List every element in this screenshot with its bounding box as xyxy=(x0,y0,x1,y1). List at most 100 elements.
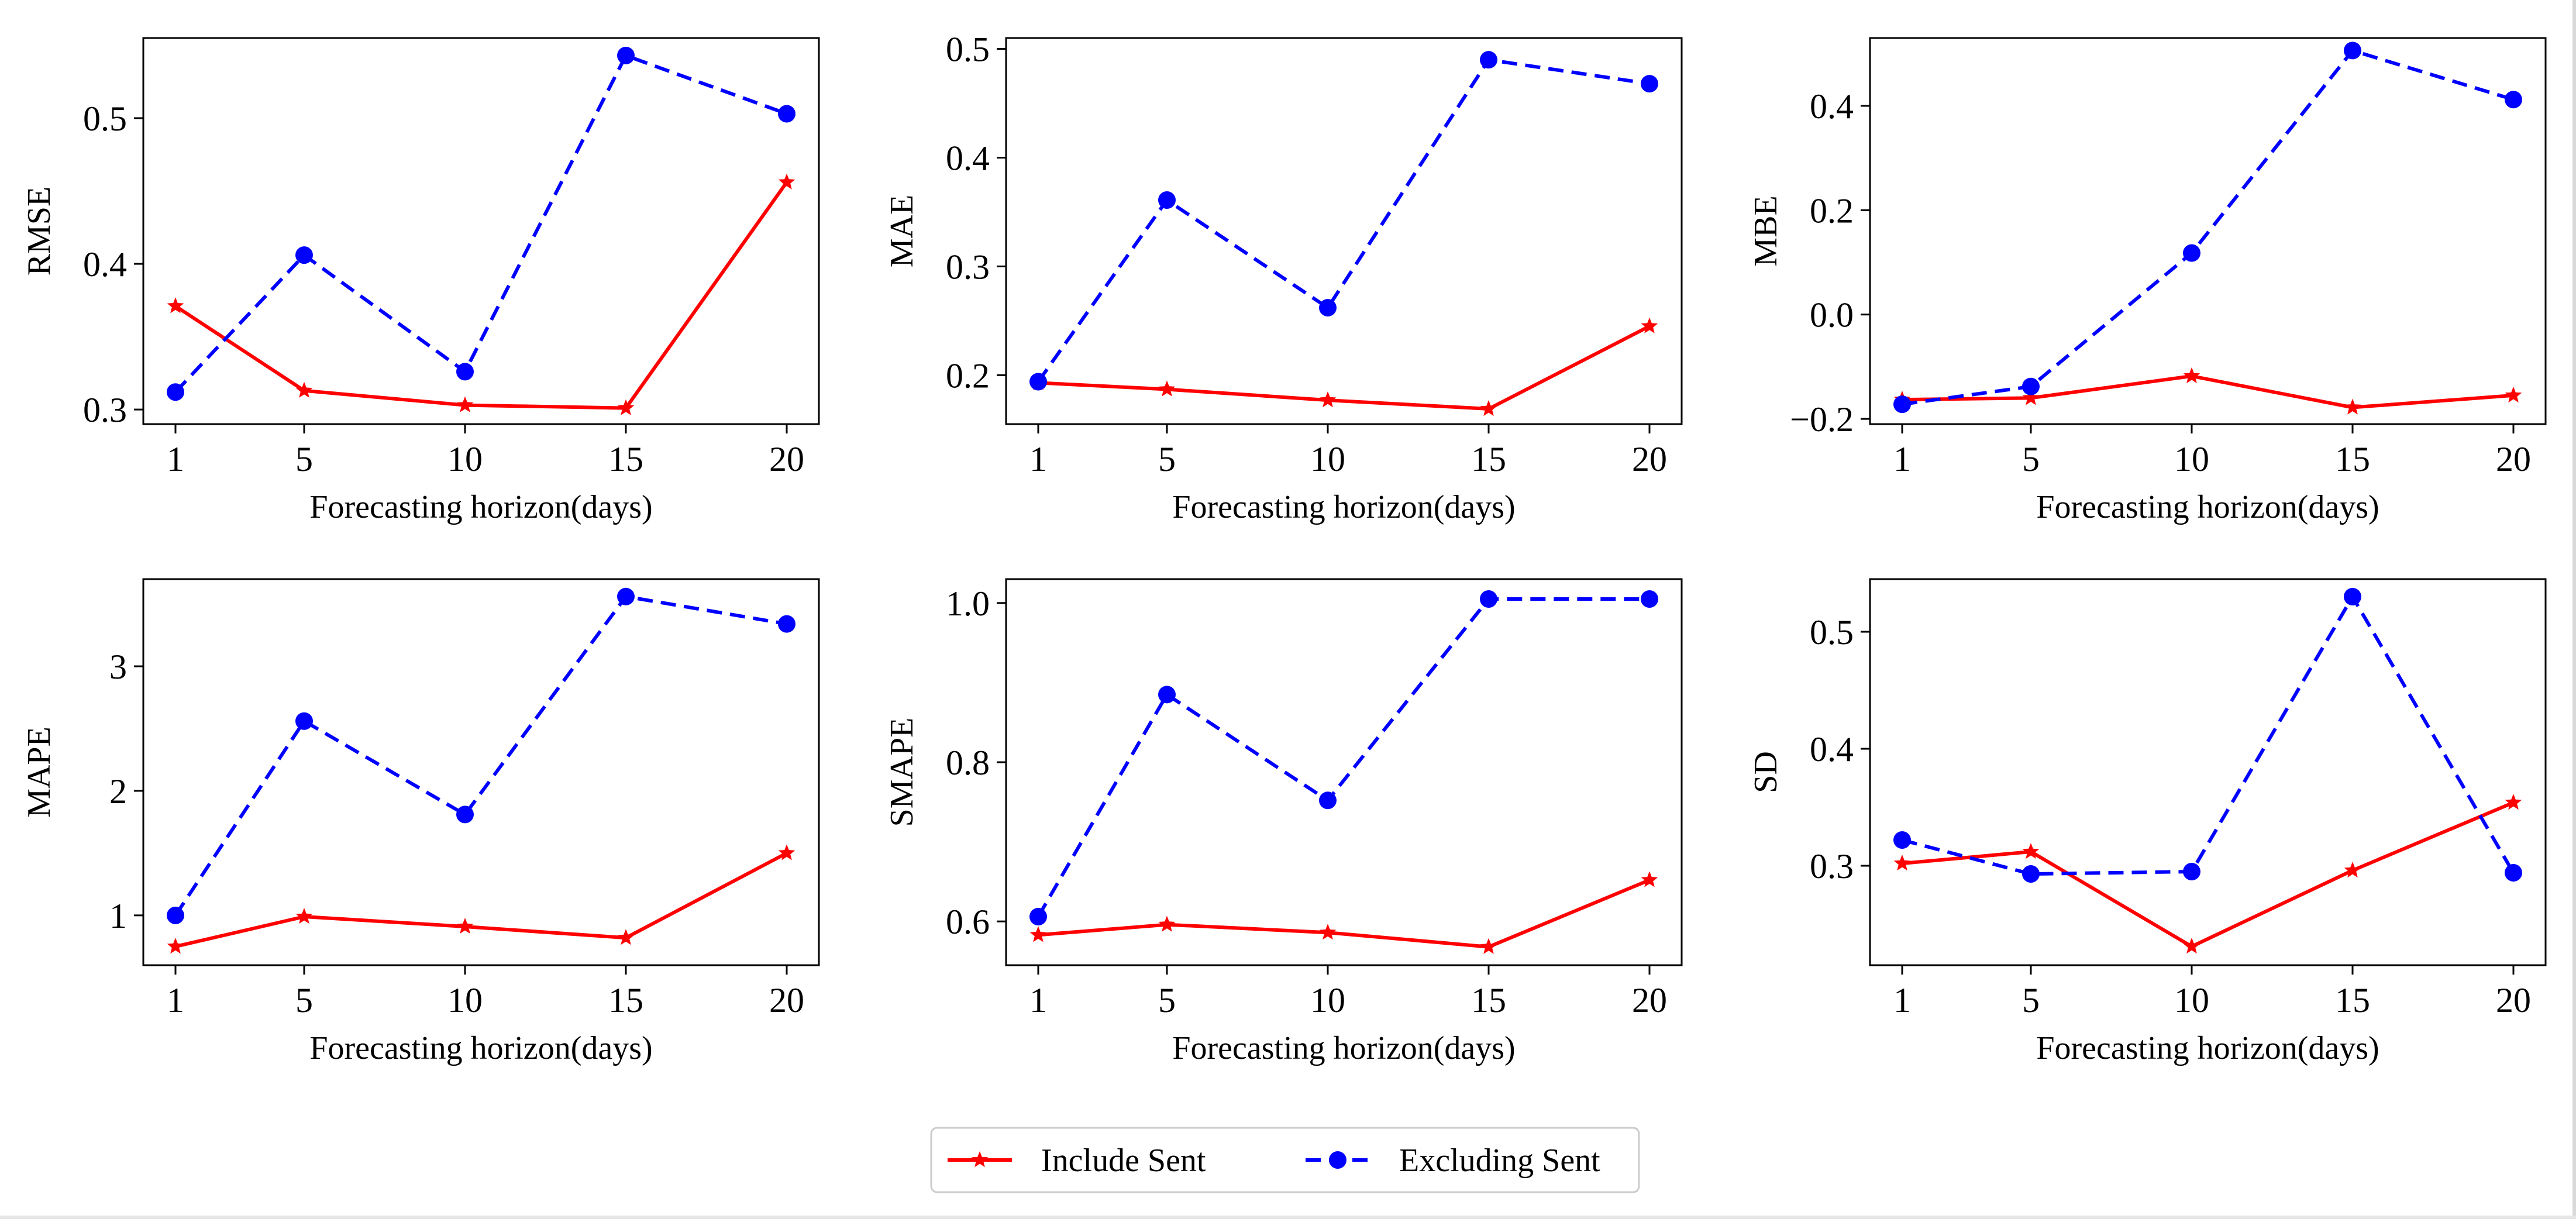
x-tick-label: 5 xyxy=(295,981,313,1020)
x-axis-label: Forecasting horizon(days) xyxy=(309,1030,652,1066)
y-tick-label: 0.4 xyxy=(1810,730,1854,769)
data-point-include xyxy=(2022,843,2040,859)
x-tick-label: 1 xyxy=(1893,440,1911,479)
series-line-include xyxy=(1902,374,2514,409)
data-point-exclude xyxy=(2183,244,2200,262)
y-tick-label: 0.6 xyxy=(946,903,990,941)
data-point-include xyxy=(1641,317,1658,333)
y-tick-label: 0.5 xyxy=(83,99,127,138)
x-tick-label: 15 xyxy=(1471,981,1506,1020)
data-point-include xyxy=(1641,871,1658,887)
data-point-exclude xyxy=(1893,395,1911,414)
x-axis-label: Forecasting horizon(days) xyxy=(1172,1030,1515,1066)
data-point-exclude xyxy=(2022,865,2040,883)
y-tick-label: 0.2 xyxy=(1810,191,1854,230)
data-point-exclude xyxy=(1319,791,1337,810)
x-tick-label: 20 xyxy=(769,981,804,1020)
x-tick-label: 20 xyxy=(1632,981,1667,1020)
data-point-exclude xyxy=(1029,373,1047,391)
data-point-exclude xyxy=(1641,75,1658,93)
y-tick-label: 0.4 xyxy=(1810,87,1854,126)
data-point-exclude xyxy=(1029,907,1047,925)
data-point-exclude xyxy=(1480,590,1497,608)
x-tick-label: 10 xyxy=(2174,981,2209,1020)
series-line-exclude xyxy=(1902,49,2514,407)
data-point-include xyxy=(778,173,795,190)
x-axis-label: Forecasting horizon(days) xyxy=(1172,489,1515,525)
x-tick-label: 5 xyxy=(2022,440,2040,479)
legend-box xyxy=(930,1127,1640,1193)
data-point-exclude xyxy=(2505,864,2522,882)
data-point-include xyxy=(2505,386,2522,403)
series-line-include xyxy=(1038,878,1651,949)
y-axis-label: MBE xyxy=(1748,195,1784,266)
x-tick-label: 10 xyxy=(1310,440,1345,479)
y-axis-label: MAPE xyxy=(21,727,57,818)
x-tick-label: 1 xyxy=(1029,981,1047,1020)
series-line-exclude xyxy=(1036,597,1649,918)
x-tick-label: 10 xyxy=(447,981,483,1020)
y-tick-label: 3 xyxy=(109,648,127,686)
data-point-include xyxy=(617,399,635,415)
data-point-exclude xyxy=(1641,590,1658,608)
data-point-exclude xyxy=(2344,588,2361,605)
data-point-include xyxy=(1480,938,1497,954)
series-line-include xyxy=(1038,325,1651,411)
data-point-exclude xyxy=(778,615,795,633)
x-tick-label: 1 xyxy=(1893,981,1911,1020)
y-tick-label: 0.3 xyxy=(946,247,990,286)
data-point-include xyxy=(295,381,313,398)
x-tick-label: 15 xyxy=(608,440,643,479)
series-line-include xyxy=(1902,801,2515,948)
data-point-exclude xyxy=(2022,377,2040,395)
legend-swatch-marker xyxy=(971,1151,989,1168)
data-point-exclude xyxy=(2344,42,2361,60)
y-axis-label: MAE xyxy=(884,195,920,267)
data-point-exclude xyxy=(2183,863,2200,880)
data-point-exclude xyxy=(295,246,313,264)
y-axis-label: SD xyxy=(1748,751,1784,793)
data-point-include xyxy=(456,396,474,412)
y-axis-label: RMSE xyxy=(21,187,57,276)
legend-swatch-marker xyxy=(1329,1151,1346,1169)
series-line-exclude xyxy=(1902,595,2515,876)
data-point-include xyxy=(778,844,795,860)
x-tick-label: 20 xyxy=(2496,440,2531,479)
data-point-include xyxy=(2022,389,2040,405)
data-point-include xyxy=(1158,915,1176,932)
legend-label: Include Sent xyxy=(1041,1142,1206,1179)
y-tick-label: 0.5 xyxy=(946,30,990,69)
y-tick-label: 1.0 xyxy=(946,584,990,623)
x-axis-label: Forecasting horizon(days) xyxy=(2036,1030,2379,1066)
data-point-include xyxy=(617,929,635,945)
y-tick-label: 0.4 xyxy=(946,139,990,178)
x-tick-label: 10 xyxy=(447,440,483,479)
x-tick-label: 15 xyxy=(2335,440,2370,479)
y-axis-label: SMAPE xyxy=(884,718,920,827)
data-point-include xyxy=(1158,380,1176,397)
y-tick-label: 2 xyxy=(109,772,127,811)
data-point-include xyxy=(1319,391,1337,408)
data-point-include xyxy=(456,918,474,934)
y-tick-label: 0.8 xyxy=(946,743,990,782)
data-point-exclude xyxy=(778,105,795,123)
x-tick-label: 5 xyxy=(2022,981,2040,1020)
data-point-include xyxy=(1319,924,1337,940)
data-point-exclude xyxy=(1319,299,1337,317)
y-tick-label: 0.3 xyxy=(1810,847,1854,886)
x-axis-label: Forecasting horizon(days) xyxy=(2036,489,2379,525)
data-point-include xyxy=(2505,794,2522,810)
x-tick-label: 10 xyxy=(1310,981,1345,1020)
y-tick-label: −0.2 xyxy=(1790,400,1854,439)
data-point-include xyxy=(1029,926,1047,942)
x-axis-label: Forecasting horizon(days) xyxy=(309,489,652,525)
x-tick-label: 20 xyxy=(769,440,804,479)
y-tick-label: 0.0 xyxy=(1810,296,1854,335)
data-point-exclude xyxy=(1480,51,1497,69)
